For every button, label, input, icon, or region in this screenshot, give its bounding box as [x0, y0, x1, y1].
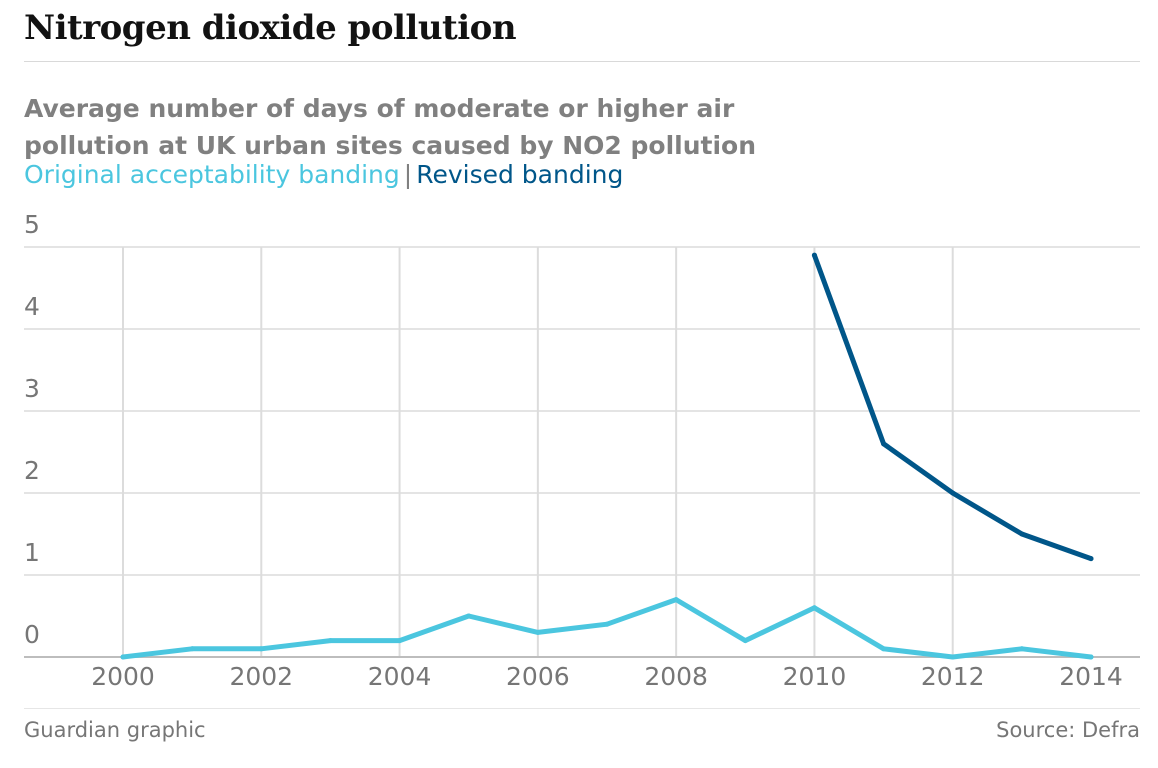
data-point-original-2008 — [673, 597, 679, 603]
x-tick-label-2002: 2002 — [229, 662, 293, 691]
x-tick-label-2004: 2004 — [368, 662, 432, 691]
data-point-original-2003 — [327, 638, 333, 644]
data-point-original-2009 — [742, 638, 748, 644]
data-point-revised-2014 — [1088, 556, 1094, 562]
legend-separator: | — [403, 160, 413, 189]
data-point-original-2006 — [535, 629, 541, 635]
x-tick-label-2008: 2008 — [644, 662, 708, 691]
series-line-original-banding — [120, 597, 1094, 660]
x-axis-labels: 2000 2002 2004 2006 2008 2010 2012 2014 — [91, 662, 1123, 691]
data-point-original-2014 — [1088, 654, 1094, 660]
x-tick-label-2010: 2010 — [783, 662, 847, 691]
data-point-original-2013 — [1019, 646, 1025, 652]
series-layer — [120, 252, 1094, 660]
data-point-original-2004 — [397, 638, 403, 644]
legend-revised-banding: Revised banding — [416, 160, 624, 189]
footer-divider — [24, 708, 1140, 709]
data-source: Source: Defra — [996, 718, 1140, 742]
gridlines — [24, 246, 1140, 658]
data-point-original-2005 — [466, 613, 472, 619]
x-tick-label-2000: 2000 — [91, 662, 155, 691]
data-point-original-2001 — [189, 646, 195, 652]
data-point-revised-2010 — [811, 252, 817, 258]
data-point-revised-2012 — [950, 490, 956, 496]
chart-subtitle: Average number of days of moderate or hi… — [24, 94, 757, 160]
x-tick-label-2012: 2012 — [921, 662, 985, 691]
y-tick-label-4: 4 — [24, 292, 40, 321]
data-point-original-2010 — [811, 605, 817, 611]
data-point-original-2002 — [258, 646, 264, 652]
data-point-revised-2013 — [1019, 531, 1025, 537]
x-tick-label-2014: 2014 — [1059, 662, 1123, 691]
y-tick-label-5: 5 — [24, 210, 40, 239]
chart-title: Nitrogen dioxide pollution — [24, 8, 517, 48]
y-tick-label-2: 2 — [24, 456, 40, 485]
legend-original-banding: Original acceptability banding — [24, 160, 400, 189]
data-point-original-2012 — [950, 654, 956, 660]
y-tick-label-1: 1 — [24, 538, 40, 567]
data-point-original-2000 — [120, 654, 126, 660]
graphic-credit: Guardian graphic — [24, 718, 206, 742]
data-point-original-2007 — [604, 621, 610, 627]
legend: Original acceptability banding | Revised b… — [24, 156, 623, 193]
y-tick-label-0: 0 — [24, 620, 40, 649]
y-axis-labels: 0 1 2 3 4 5 — [24, 210, 40, 649]
x-tick-label-2006: 2006 — [506, 662, 570, 691]
y-tick-label-3: 3 — [24, 374, 40, 403]
data-point-original-2011 — [881, 646, 887, 652]
data-point-revised-2011 — [881, 441, 887, 447]
title-divider — [24, 61, 1140, 62]
